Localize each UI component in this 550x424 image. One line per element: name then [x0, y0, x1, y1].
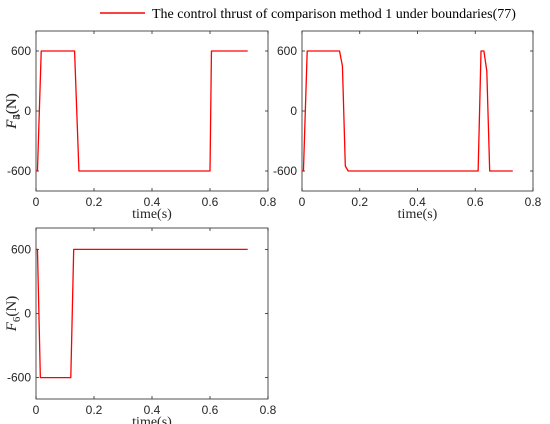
axes-frame — [35, 30, 269, 192]
y-axis-label: F4(N) — [4, 93, 23, 130]
y-tick-label: 0 — [290, 104, 297, 118]
y-axis-symbol: F — [4, 119, 20, 130]
x-axis-label: time(s) — [132, 207, 172, 222]
x-tick-label: 0.4 — [409, 195, 426, 209]
y-axis-label: F5(N) — [4, 93, 23, 130]
y-axis-symbol: F — [4, 119, 20, 130]
axes-frame — [301, 30, 534, 192]
x-tick-label: 0.2 — [351, 195, 368, 209]
y-tick-label: -600 — [7, 164, 31, 178]
y-axis-subscript: 5 — [11, 114, 23, 120]
x-axis-label: time(s) — [398, 207, 438, 222]
y-tick-label: 600 — [277, 44, 297, 58]
x-tick-label: 0.8 — [260, 403, 277, 417]
x-tick-label: 0.2 — [86, 403, 103, 417]
y-axis-unit: (N) — [4, 93, 20, 114]
x-axis-label: time(s) — [132, 415, 172, 424]
series-line — [36, 50, 248, 172]
y-tick-label: 0 — [24, 307, 31, 321]
x-tick-label: 0 — [33, 403, 40, 417]
y-axis-unit: (N) — [4, 93, 20, 114]
x-tick-label: 0.6 — [202, 195, 219, 209]
x-tick-label: 0 — [299, 195, 306, 209]
subplot-3: 0 0.2 0.4 0.6 0.8 600 0 -600 time(s) F6(N) — [4, 227, 277, 424]
x-tick-label: 0.8 — [260, 195, 277, 209]
y-tick-label: 600 — [11, 242, 31, 256]
y-tick-label: 0 — [24, 104, 31, 118]
y-axis-subscript: 4 — [11, 114, 23, 120]
y-axis-unit: (N) — [4, 296, 20, 317]
subplot-2: 0 0.2 0.4 0.6 0.8 600 0 -600 time(s) F5(N) — [4, 30, 542, 222]
x-tick-label: 0.4 — [144, 195, 161, 209]
x-tick-label: 0.8 — [525, 195, 542, 209]
y-tick-label: -600 — [7, 371, 31, 385]
legend-label: The control thrust of comparison method … — [152, 7, 516, 22]
y-axis-label: F6(N) — [4, 296, 23, 333]
y-axis-subscript: 6 — [11, 316, 23, 322]
subplot-1: 0 0.2 0.4 0.6 0.8 600 0 -600 time(s) F4(N) — [4, 30, 277, 222]
legend: The control thrust of comparison method … — [100, 7, 516, 22]
series-line — [302, 50, 513, 172]
y-tick-label: 600 — [11, 44, 31, 58]
series-line — [36, 248, 248, 379]
y-axis-symbol: F — [4, 321, 20, 332]
x-tick-label: 0.2 — [86, 195, 103, 209]
x-tick-label: 0.6 — [202, 403, 219, 417]
x-tick-label: 0 — [33, 195, 40, 209]
x-tick-label: 0.6 — [467, 195, 484, 209]
y-tick-label: -600 — [273, 164, 297, 178]
x-tick-label: 0.4 — [144, 403, 161, 417]
